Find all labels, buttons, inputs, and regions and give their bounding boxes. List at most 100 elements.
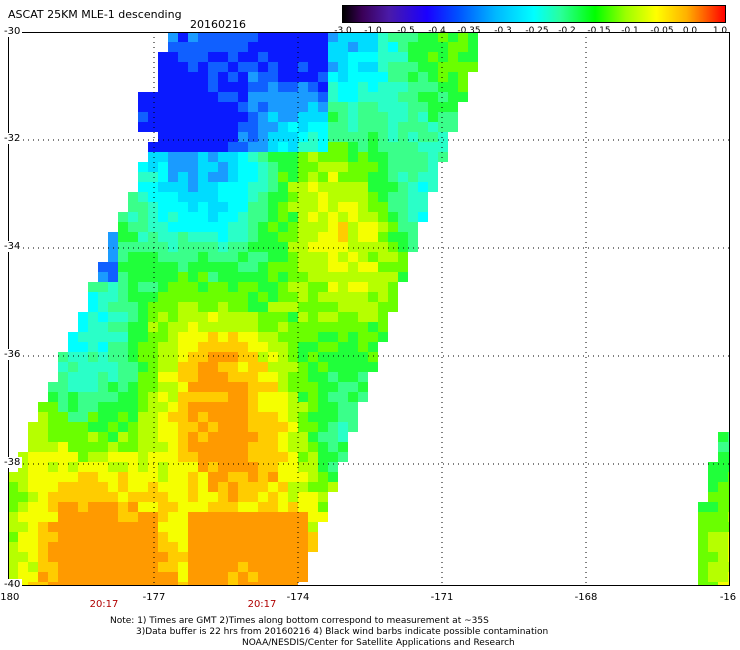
swath-cell bbox=[168, 322, 178, 332]
swath-cell bbox=[358, 112, 368, 122]
swath-cell bbox=[48, 552, 58, 562]
swath-cell bbox=[238, 352, 248, 362]
swath-cell bbox=[108, 562, 118, 572]
swath-cell bbox=[208, 62, 218, 72]
swath-cell bbox=[258, 492, 268, 502]
swath-cell bbox=[208, 282, 218, 292]
swath-cell bbox=[88, 502, 98, 512]
swath-cell bbox=[218, 372, 228, 382]
swath-cell bbox=[8, 572, 18, 582]
swath-cell bbox=[248, 322, 258, 332]
swath-cell bbox=[138, 402, 148, 412]
swath-cell bbox=[298, 532, 308, 542]
swath-cell bbox=[358, 302, 368, 312]
swath-cell bbox=[438, 62, 448, 72]
swath-cell bbox=[228, 32, 238, 42]
swath-cell bbox=[398, 242, 408, 252]
swath-cell bbox=[238, 202, 248, 212]
swath-cell bbox=[208, 382, 218, 392]
swath-cell bbox=[128, 352, 138, 362]
swath-cell bbox=[108, 512, 118, 522]
swath-cell bbox=[158, 62, 168, 72]
swath-cell bbox=[318, 32, 328, 42]
swath-cell bbox=[128, 282, 138, 292]
swath-cell bbox=[348, 192, 358, 202]
swath-cell bbox=[298, 332, 308, 342]
swath-cell bbox=[238, 182, 248, 192]
swath-cell bbox=[58, 432, 68, 442]
swath-cell bbox=[78, 322, 88, 332]
swath-cell bbox=[408, 242, 418, 252]
swath-cell bbox=[218, 412, 228, 422]
swath-cell bbox=[188, 42, 198, 52]
swath-cell bbox=[278, 32, 288, 42]
swath-cell bbox=[188, 512, 198, 522]
swath-cell bbox=[258, 522, 268, 532]
swath-cell bbox=[58, 522, 68, 532]
swath-cell bbox=[308, 482, 318, 492]
time-label-2: 20:17 bbox=[247, 599, 277, 610]
swath-cell bbox=[138, 502, 148, 512]
swath-cell bbox=[288, 542, 298, 552]
swath-cell bbox=[338, 392, 348, 402]
swath-cell bbox=[238, 102, 248, 112]
colorbar-tick-label: -0.1 bbox=[621, 26, 639, 36]
swath-cell bbox=[698, 502, 708, 512]
swath-cell bbox=[108, 242, 118, 252]
swath-cell bbox=[178, 222, 188, 232]
swath-cell bbox=[238, 212, 248, 222]
swath-cell bbox=[248, 382, 258, 392]
swath-cell bbox=[228, 482, 238, 492]
swath-cell bbox=[58, 532, 68, 542]
swath-cell bbox=[278, 552, 288, 562]
swath-cell bbox=[148, 122, 158, 132]
swath-cell bbox=[38, 582, 48, 586]
swath-cell bbox=[188, 412, 198, 422]
swath-cell bbox=[328, 352, 338, 362]
swath-cell bbox=[318, 132, 328, 142]
swath-cell bbox=[438, 102, 448, 112]
swath-cell bbox=[368, 132, 378, 142]
swath-cell bbox=[98, 372, 108, 382]
swath-cell bbox=[288, 212, 298, 222]
swath-cell bbox=[278, 512, 288, 522]
swath-cell bbox=[278, 192, 288, 202]
swath-cell bbox=[38, 402, 48, 412]
lon-label: -177 bbox=[142, 592, 166, 603]
swath-cell bbox=[98, 502, 108, 512]
swath-cell bbox=[218, 132, 228, 142]
swath-cell bbox=[228, 412, 238, 422]
swath-cell bbox=[258, 82, 268, 92]
swath-cell bbox=[218, 42, 228, 52]
swath-cell bbox=[358, 132, 368, 142]
swath-cell bbox=[238, 342, 248, 352]
swath-cell bbox=[338, 402, 348, 412]
swath-cell bbox=[268, 572, 278, 582]
swath-cell bbox=[178, 582, 188, 586]
swath-cell bbox=[268, 52, 278, 62]
swath-cell bbox=[248, 482, 258, 492]
swath-cell bbox=[178, 442, 188, 452]
lat-label: -30 bbox=[4, 26, 23, 37]
swath-cell bbox=[328, 222, 338, 232]
swath-cell bbox=[368, 352, 378, 362]
swath-cell bbox=[188, 372, 198, 382]
swath-cell bbox=[98, 402, 108, 412]
swath-cell bbox=[218, 112, 228, 122]
swath-cell bbox=[298, 502, 308, 512]
swath-cell bbox=[138, 542, 148, 552]
swath-cell bbox=[378, 32, 388, 42]
swath-cell bbox=[278, 452, 288, 462]
swath-cell bbox=[718, 532, 728, 542]
swath-cell bbox=[158, 232, 168, 242]
swath-cell bbox=[308, 182, 318, 192]
swath-cell bbox=[288, 42, 298, 52]
swath-cell bbox=[398, 202, 408, 212]
swath-cell bbox=[48, 382, 58, 392]
swath-cell bbox=[268, 582, 278, 586]
swath-cell bbox=[308, 312, 318, 322]
swath-cell bbox=[178, 522, 188, 532]
swath-cell bbox=[28, 502, 38, 512]
swath-cell bbox=[168, 472, 178, 482]
swath-cell bbox=[238, 162, 248, 172]
